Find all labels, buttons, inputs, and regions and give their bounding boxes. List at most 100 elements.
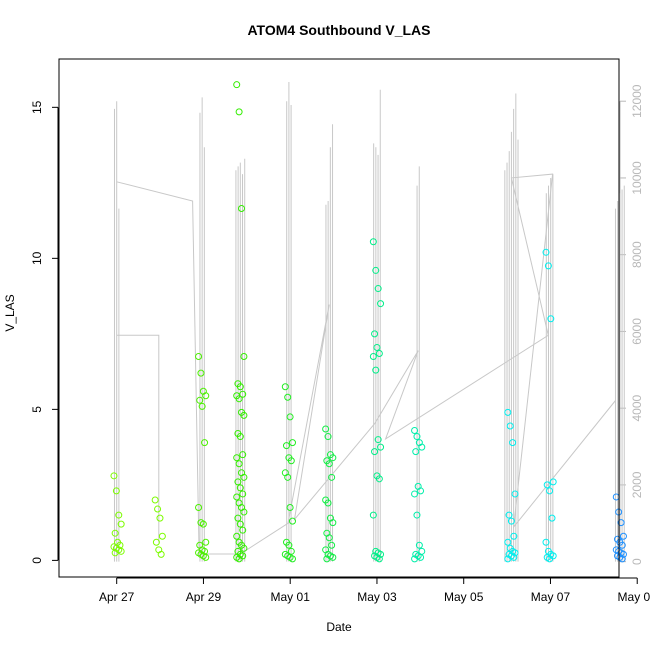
data-point	[199, 520, 207, 528]
x-tick-label: Apr 29	[186, 590, 222, 604]
data-point	[235, 108, 243, 116]
data-point	[619, 532, 627, 540]
data-point	[239, 490, 247, 498]
data-point	[372, 366, 380, 374]
data-point	[158, 532, 166, 540]
data-point	[375, 475, 383, 483]
data-point	[112, 487, 120, 495]
data-point	[418, 443, 426, 451]
x-tick-label: May 01	[271, 590, 311, 604]
data-point	[544, 262, 552, 270]
data-point	[325, 534, 333, 542]
data-point	[415, 541, 423, 549]
data-point	[281, 383, 289, 391]
data-point	[324, 433, 332, 441]
data-point	[201, 439, 209, 447]
data-point	[369, 238, 377, 246]
data-point	[509, 439, 517, 447]
data-point	[287, 457, 295, 465]
data-point	[543, 481, 551, 489]
data-point	[238, 205, 246, 213]
data-point	[286, 504, 294, 512]
data-point	[202, 553, 210, 561]
y2-tick-label: 0	[630, 558, 644, 565]
data-point	[506, 422, 514, 430]
data-point	[371, 330, 379, 338]
data-point	[236, 383, 244, 391]
data-point	[411, 427, 419, 435]
data-point	[369, 353, 377, 361]
data-point	[233, 454, 241, 462]
y2-tick-label: 6000	[630, 318, 644, 345]
data-point	[413, 511, 421, 519]
y-tick-label: 5	[30, 406, 44, 413]
data-point	[233, 81, 241, 89]
y2-tick-label: 2000	[630, 471, 644, 498]
data-point	[115, 511, 123, 519]
data-point	[240, 508, 248, 516]
data-point	[288, 555, 296, 563]
data-point	[377, 443, 385, 451]
data-point	[325, 460, 333, 468]
data-point	[282, 442, 290, 450]
scatter-points	[110, 81, 627, 563]
data-point	[111, 549, 119, 557]
data-point	[547, 315, 555, 323]
plot-frame	[58, 58, 620, 578]
x-tick-label: May 05	[444, 590, 484, 604]
data-point	[369, 511, 377, 519]
x-tick-label: May 09	[618, 590, 650, 604]
data-point	[240, 353, 248, 361]
data-point	[239, 526, 247, 534]
data-point	[373, 343, 381, 351]
data-point	[505, 511, 513, 519]
data-point	[202, 392, 210, 400]
data-point	[288, 439, 296, 447]
x-tick-label: May 03	[357, 590, 397, 604]
data-point	[233, 493, 241, 501]
data-point	[233, 532, 241, 540]
data-point	[235, 555, 243, 563]
data-point	[546, 487, 554, 495]
data-point	[413, 433, 421, 441]
data-point	[328, 541, 336, 549]
data-point	[117, 520, 125, 528]
data-point	[195, 504, 203, 512]
y2-tick-label: 12000	[630, 84, 644, 118]
data-point	[411, 555, 419, 563]
data-point	[157, 550, 165, 558]
secondary-step-line	[116, 334, 160, 543]
data-point	[288, 517, 296, 525]
data-point	[154, 505, 162, 513]
data-point	[240, 544, 248, 552]
data-point	[375, 349, 383, 357]
data-point	[548, 514, 556, 522]
data-point	[542, 248, 550, 256]
data-point	[236, 484, 244, 492]
secondary-trend-line	[116, 173, 616, 555]
data-point	[111, 529, 119, 537]
data-point	[329, 454, 337, 462]
data-point	[412, 448, 420, 456]
y2-tick-label: 4000	[630, 395, 644, 422]
data-point	[375, 555, 383, 563]
data-point	[198, 402, 206, 410]
data-point	[504, 538, 512, 546]
data-point	[511, 490, 519, 498]
data-point	[510, 532, 518, 540]
data-point	[284, 393, 292, 401]
data-point	[322, 425, 330, 433]
data-point	[372, 266, 380, 274]
data-point	[151, 496, 159, 504]
y2-tick-label: 10000	[630, 161, 644, 195]
data-point	[196, 396, 204, 404]
data-point	[239, 451, 247, 459]
data-point	[417, 487, 425, 495]
y2-tick-label: 8000	[630, 241, 644, 268]
x-axis-label: Date	[326, 620, 352, 634]
data-point	[411, 490, 419, 498]
data-point	[234, 514, 242, 522]
data-point	[328, 473, 336, 481]
data-point	[240, 411, 248, 419]
data-point	[374, 285, 382, 293]
